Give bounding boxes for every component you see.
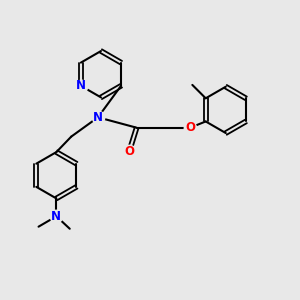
Text: N: N (93, 111, 103, 124)
Text: N: N (51, 210, 62, 223)
Text: O: O (124, 145, 134, 158)
Text: N: N (76, 79, 86, 92)
Text: O: O (185, 121, 195, 134)
